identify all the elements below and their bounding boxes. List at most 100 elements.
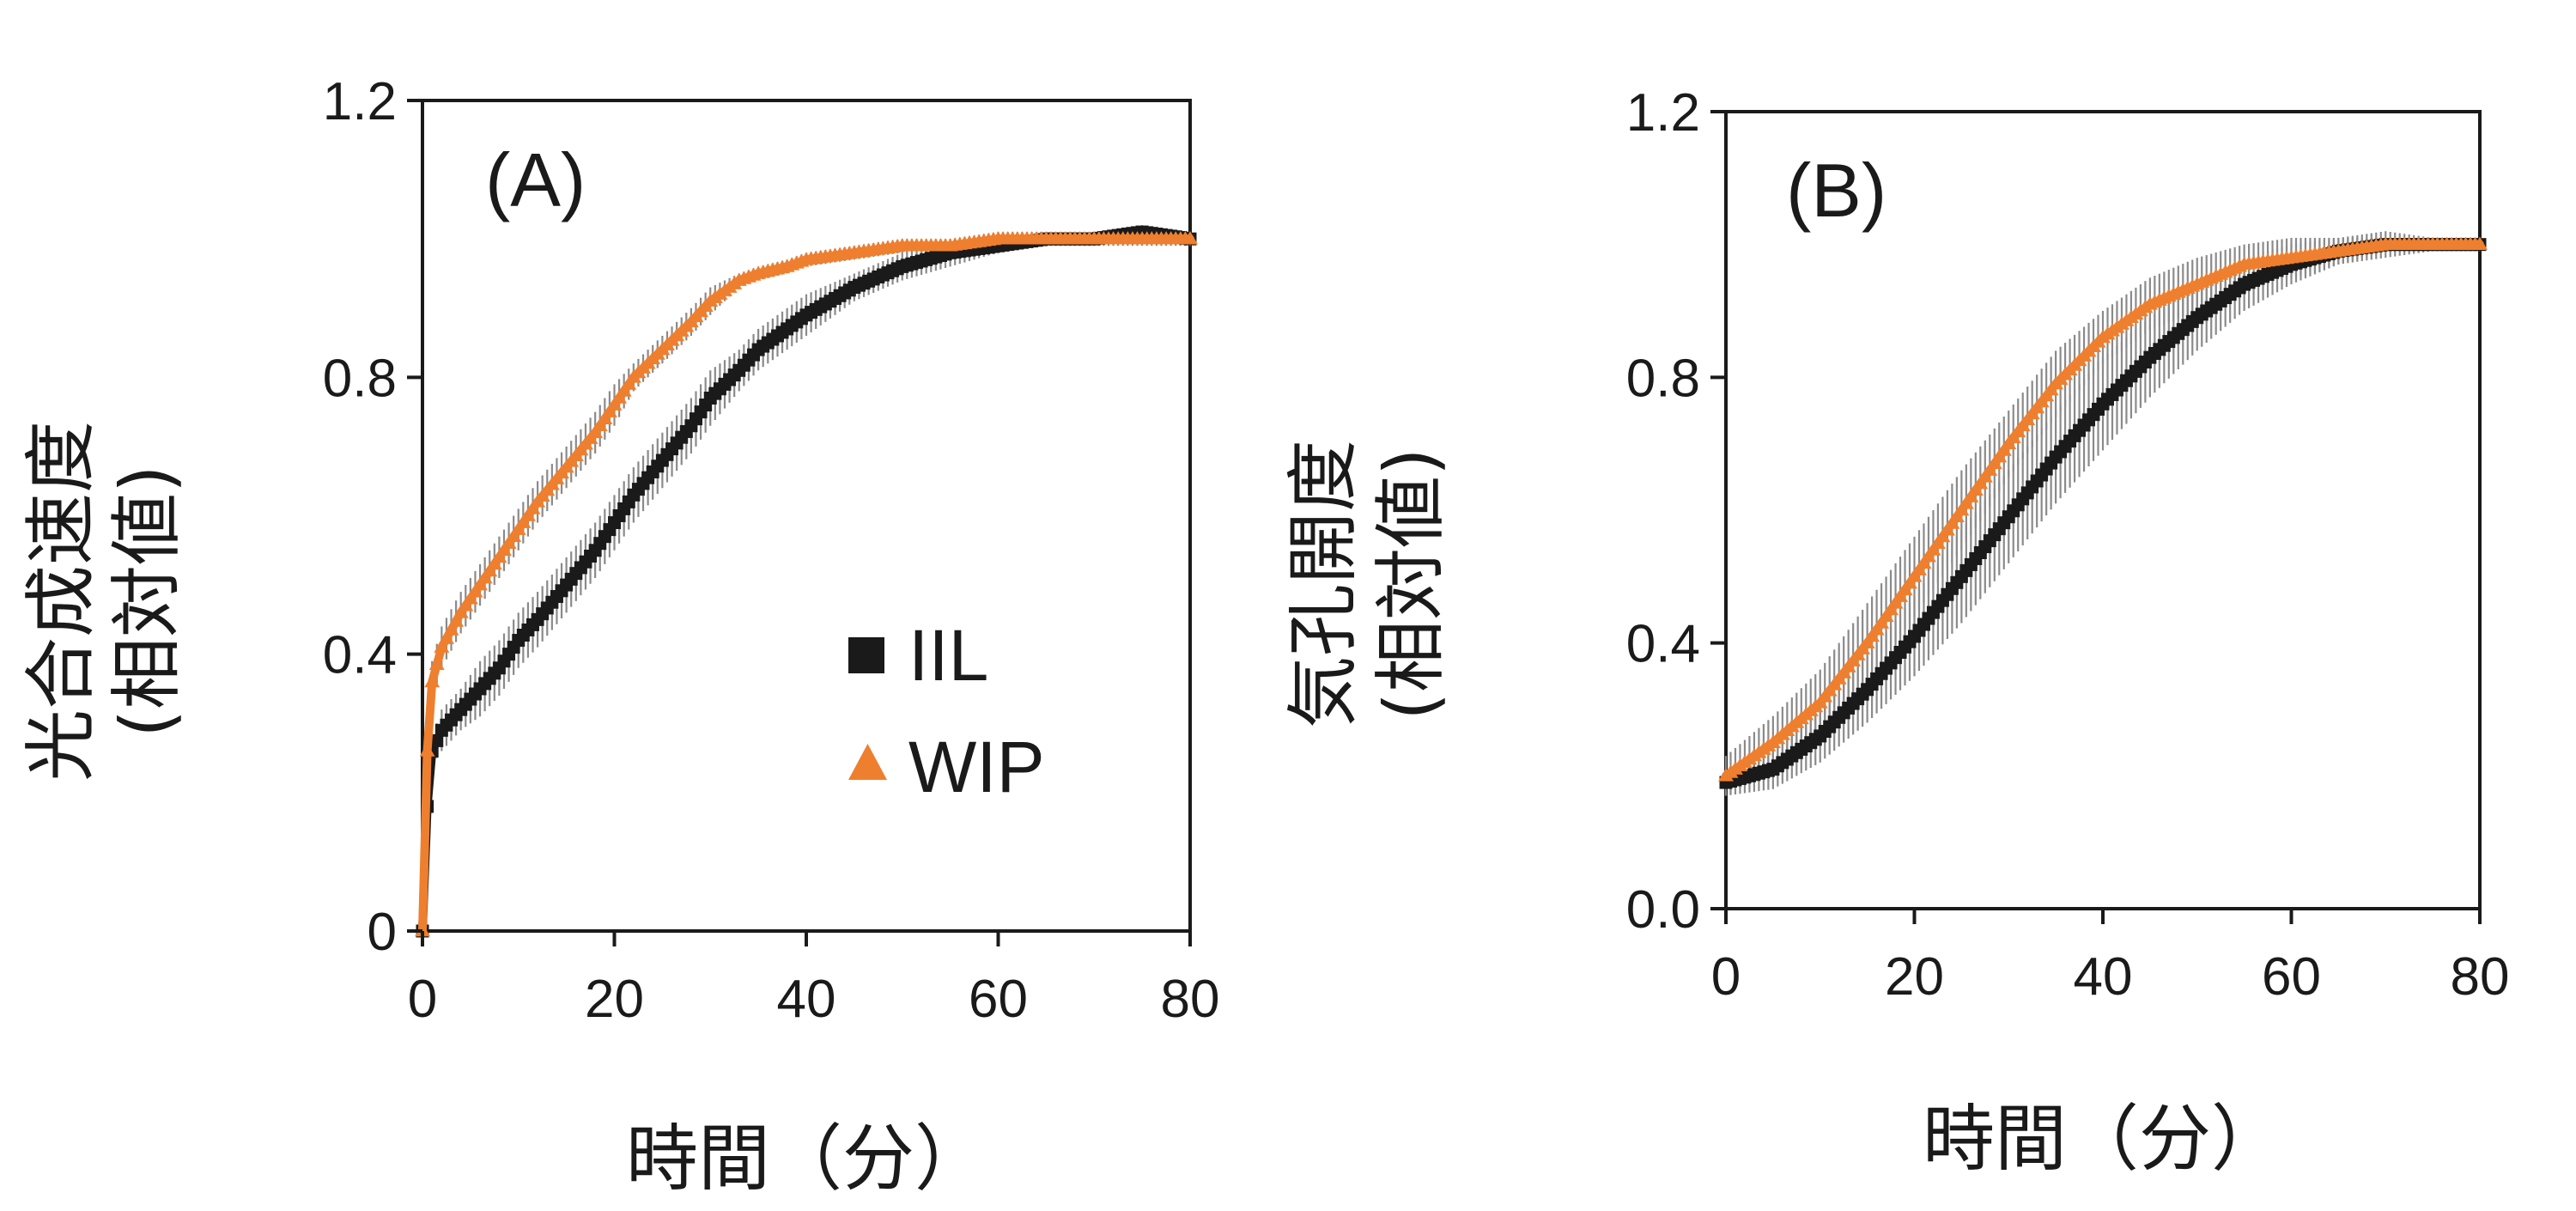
panel-a-point-wip (601, 404, 617, 417)
legend-label-wip: WIP (908, 727, 1045, 807)
panel-b-point-wip (1991, 449, 2008, 463)
legend-label-iil: IIL (908, 615, 988, 696)
panel-a-point-wip (448, 613, 465, 627)
panel-b-xlabel: 時間（分） (1923, 1097, 2283, 1181)
panel-a-point-wip (606, 397, 623, 411)
panel-a-point-wip (486, 556, 502, 570)
panel-b-point-wip (1982, 462, 1998, 476)
panel-a-x-tick-label: 60 (969, 970, 1028, 1029)
panel-b-point-wip (1874, 615, 1890, 629)
panel-a-point-wip (506, 528, 522, 542)
panel-a-point-wip (491, 549, 507, 563)
panel-a-point-wip (458, 598, 474, 612)
panel-a-label: (A) (485, 137, 586, 222)
panel-a-point-wip (467, 584, 483, 598)
panel-a-point-wip (495, 542, 512, 557)
panel-b-point-wip (1911, 562, 1927, 575)
panel-b-series-wip (1718, 236, 2488, 782)
panel-b-label: (B) (1786, 148, 1886, 233)
panel-a-point-wip (510, 521, 526, 535)
panel-a-y-ticks: 0 0.4 0.8 1.2 (323, 72, 422, 962)
panel-a-point-wip (621, 376, 637, 390)
panel-b-point-wip (1944, 515, 1960, 529)
panel-a-point-wip (477, 570, 493, 584)
panel-a-point-wip (515, 514, 532, 528)
panel-a-y-tick-label: 0.4 (323, 626, 397, 685)
panel-a-point-wip (462, 591, 478, 605)
panel-b-point-wip (1897, 581, 1913, 596)
panel-a-point-wip (611, 390, 628, 404)
panel-a-point-wip (482, 563, 498, 577)
panel-b-point-wip (1939, 522, 1955, 536)
panel-b-point-wip (1920, 549, 1936, 563)
panel-a-plot-area: 0 0.4 0.8 1.2 0 20 40 60 80 (323, 72, 1220, 1029)
panel-b-point-wip (1893, 588, 1909, 602)
legend-item-wip: WIP (848, 727, 1045, 807)
panel-a-line-iil (418, 228, 1194, 935)
panel-a-legend: IIL WIP (848, 615, 1045, 807)
panel-a-point-wip (438, 630, 454, 644)
panel-a-point-wip (501, 535, 517, 550)
panel-a-y-tick-label: 1.2 (323, 72, 397, 131)
panel-b-point-wip (1972, 476, 1989, 490)
legend-marker-wip (848, 744, 887, 780)
panel-b-point-wip (1958, 496, 1974, 509)
panel-b-point-wip (1963, 489, 1979, 502)
panel-b-y-tick-label: 1.2 (1626, 83, 1700, 143)
panel-b-plot-area: 0.0 0.4 0.8 1.2 0 20 40 60 80 (1626, 83, 2510, 1007)
panel-b-x-tick-label: 40 (2074, 947, 2133, 1007)
panel-b-y-ticks: 0.0 0.4 0.8 1.2 (1626, 83, 1726, 940)
panel-b-point-wip (1864, 628, 1880, 642)
panel-a-point-iil (430, 733, 444, 747)
panel-b-x-tick-label: 60 (2262, 947, 2321, 1007)
panel-a-point-wip (597, 411, 613, 424)
panel-b-point-wip (1929, 535, 1946, 549)
panel-a-x-tick-label: 20 (585, 970, 644, 1029)
panel-a-point-wip (428, 656, 445, 671)
panel-a-point-wip (443, 622, 459, 636)
panel-b-point-wip (1902, 575, 1918, 589)
panel-a-point-wip (472, 577, 489, 591)
legend-item-iil: IIL (848, 615, 988, 696)
panel-a-series-wip (415, 231, 1198, 937)
panel-a-point-wip (453, 605, 469, 618)
panel-b-x-tick-label: 20 (1885, 947, 1944, 1007)
panel-a-x-tick-label: 80 (1161, 970, 1220, 1029)
panel-b-point-wip (1977, 469, 1993, 483)
panel-b-x-tick-label: 80 (2451, 947, 2510, 1007)
panel-b-point-wip (1916, 555, 1932, 569)
panel-a-point-wip (519, 508, 536, 521)
panel-a-line-wip (418, 234, 1194, 935)
panel-b-point-wip (1935, 528, 1951, 543)
panel-a-ylabel-line2: (相対値) (105, 465, 189, 738)
panel-a-point-wip (587, 424, 604, 439)
panel-b-point-wip (1996, 442, 2012, 456)
legend-marker-iil (848, 637, 884, 673)
panel-a: 光合成速度 (相対値) 0 0.4 0.8 1.2 0 20 40 60 80 (A) IIL… (19, 72, 1219, 1201)
panel-b-y-tick-label: 0.8 (1626, 349, 1700, 408)
panel-b-point-wip (1953, 502, 1970, 516)
panel-b-x-ticks: 0 20 40 60 80 (1711, 909, 2510, 1007)
panel-a-point-wip (525, 501, 541, 514)
panel-b-point-wip (1878, 608, 1894, 623)
panel-b-point-wip (1859, 635, 1875, 648)
panel-b-y-tick-label: 0.0 (1626, 880, 1700, 940)
panel-b-point-wip (1925, 542, 1941, 556)
panel-b-ylabel: 気孔開度 (相対値) (1281, 440, 1453, 728)
panel-a-y-tick-label: 0.8 (323, 349, 397, 408)
panel-a-ylabel: 光合成速度 (相対値) (19, 421, 189, 782)
panel-a-point-wip (434, 639, 450, 653)
panel-b-point-wip (1967, 482, 1984, 496)
panel-a-y-tick-label: 0 (368, 903, 397, 962)
panel-a-x-tick-label: 0 (408, 970, 437, 1029)
panel-b-y-tick-label: 0.4 (1626, 615, 1700, 674)
panel-b: 気孔開度 (相対値) 0.0 0.4 0.8 1.2 0 20 40 60 80 (B) 時間… (1281, 83, 2509, 1181)
panel-a-point-wip (616, 383, 632, 397)
panel-a-series (415, 225, 1198, 938)
panel-a-point-wip (419, 743, 435, 757)
panel-a-x-ticks: 0 20 40 60 80 (408, 931, 1220, 1029)
panel-b-point-wip (1868, 622, 1885, 636)
panel-b-point-wip (1948, 508, 1965, 523)
panel-b-x-tick-label: 0 (1711, 947, 1741, 1007)
